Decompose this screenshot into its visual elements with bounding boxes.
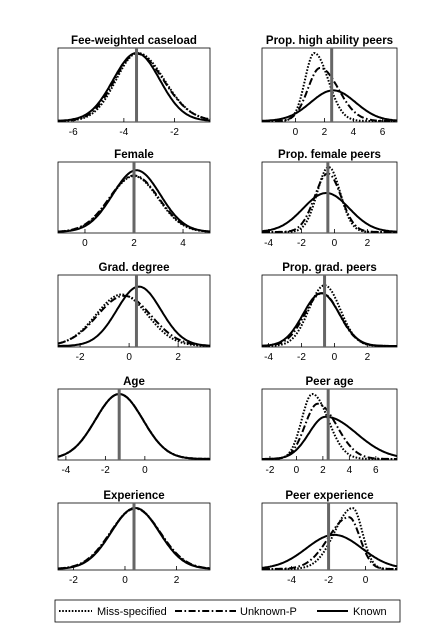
x-tick-label: 2 [322,127,328,138]
panel-title: Peer age [306,376,354,388]
series-known-curve [58,285,211,347]
axes-box [261,161,398,234]
x-tick-label: -4 [287,575,296,586]
x-tick-label: 6 [380,127,386,138]
series-unknown-p-curve [262,516,397,570]
series-miss-specified-curve [262,284,397,347]
panel-prop-high-ability-peers: Prop. high ability peers 0 2 4 6 [261,35,398,138]
panel-age: Age -4 -2 0 [57,376,211,476]
x-tick-label: 0 [332,238,338,249]
x-tick-label: -2 [101,465,110,476]
x-tick-label: -4 [264,238,273,249]
x-tick-label: -2 [170,127,179,138]
panel-prop-female-peers: Prop. female peers -4 -2 0 2 [261,149,398,249]
axes-box [261,47,398,123]
legend-label-unknown-p: Unknown-P [240,606,297,618]
series-miss-specified-curve [262,52,397,122]
x-tick-label: 2 [320,465,326,476]
panel-title: Prop. female peers [278,149,381,161]
series-unknown-p-curve [262,67,397,122]
x-tick-label: -6 [69,127,78,138]
series-unknown-p-curve [57,52,211,122]
panel-experience: Experience -2 0 2 [57,490,211,586]
x-tick-label: -2 [297,238,306,249]
panel-fee-weighted-caseload: Fee-weighted caseload -6 -4 -2 [57,35,211,138]
panel-title: Fee-weighted caseload [71,35,197,47]
x-tick-label: -4 [264,352,273,363]
series-known-curve [262,89,398,122]
series-unknown-p-curve [57,393,211,460]
series-unknown-p-curve [262,402,397,460]
x-tick-label: 2 [174,575,180,586]
legend: Miss-specified Unknown-P Known [54,599,401,623]
series-miss-specified-curve [262,507,397,570]
x-tick-label: 0 [332,352,338,363]
series-miss-specified-curve [58,52,211,122]
x-tick-label: -4 [61,465,70,476]
legend-label-known: Known [353,606,387,618]
x-tick-label: 2 [175,352,181,363]
x-tick-label: -2 [69,575,78,586]
series-miss-specified-curve [57,393,211,460]
panel-female: Female 0 2 4 [57,149,211,249]
series-known-curve [57,393,211,460]
x-tick-label: 2 [365,352,371,363]
x-tick-label: 6 [373,465,379,476]
x-tick-label: 4 [347,465,353,476]
x-tick-label: 4 [180,238,186,249]
axes-box [261,274,398,348]
x-tick-label: -2 [297,352,306,363]
axes-box [57,388,211,461]
x-tick-label: 0 [293,127,299,138]
panel-peer-experience: Peer experience -4 -2 0 [261,490,398,586]
axes-box [57,274,211,348]
axes-box [57,47,211,123]
series-miss-specified-curve [57,293,211,347]
x-tick-label: -2 [324,575,333,586]
series-known-curve [261,292,397,347]
panel-prop-grad-peers: Prop. grad. peers -4 -2 0 2 [261,262,398,363]
series-unknown-p-curve [261,292,397,347]
panel-title: Prop. grad. peers [282,262,377,274]
x-tick-label: 4 [351,127,357,138]
x-tick-label: 0 [294,465,300,476]
series-known-curve [261,192,398,233]
x-tick-label: -2 [76,352,85,363]
panel-title: Prop. high ability peers [266,35,393,47]
panel-peer-age: Peer age -2 0 2 4 6 [261,376,398,476]
legend-box [54,599,401,623]
x-tick-label: 0 [82,238,88,249]
panel-title: Experience [103,490,164,502]
series-unknown-p-curve [57,294,211,347]
panel-title: Grad. degree [99,262,170,274]
panel-grad-degree: Grad. degree -2 0 2 [57,262,211,363]
panel-title: Female [114,149,154,161]
legend-label-miss-specified: Miss-specified [97,606,167,618]
series-miss-specified-curve [262,166,397,233]
x-tick-label: -4 [119,127,128,138]
panel-title: Peer experience [285,490,373,502]
x-tick-label: 0 [142,465,148,476]
panel-title: Age [123,376,145,388]
x-tick-label: 0 [122,575,128,586]
series-unknown-p-curve [262,172,397,233]
x-tick-label: 0 [126,352,132,363]
x-tick-label: -2 [265,465,274,476]
x-tick-label: 2 [365,238,371,249]
x-tick-label: 2 [131,238,137,249]
x-tick-label: 0 [363,575,369,586]
series-known-curve [57,52,211,122]
